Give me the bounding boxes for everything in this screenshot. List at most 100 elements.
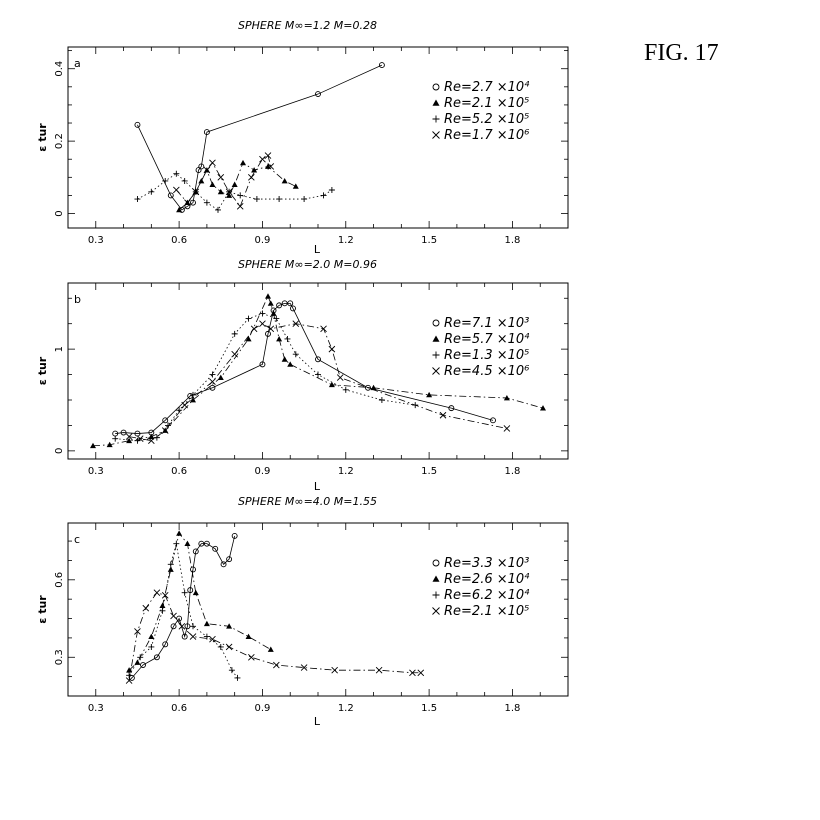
legend-entry: Re=2.1 ×10⁵ <box>444 96 529 111</box>
data-point <box>178 622 186 630</box>
data-point <box>342 386 349 393</box>
y-axis-label: ε tur <box>36 595 49 624</box>
legend-marker <box>432 591 440 599</box>
data-point <box>259 155 266 163</box>
data-point <box>281 177 288 184</box>
data-point <box>203 633 210 640</box>
series-line <box>115 313 416 442</box>
data-point <box>153 654 160 661</box>
legend-marker <box>432 335 440 342</box>
chart-title: SPHERE M∞=1.2 M=0.28 <box>238 19 377 32</box>
y-tick-label: 0.6 <box>54 572 65 588</box>
series-line <box>129 323 507 442</box>
chart-panel-b: SPHERE M∞=2.0 M=0.96 b 0.3 0.6 0.9 1.2 1.5 1.8 0… <box>36 258 569 493</box>
data-point <box>276 335 283 342</box>
data-point <box>231 330 238 337</box>
y-tick-label: 0 <box>54 448 65 454</box>
data-point <box>217 188 224 195</box>
data-point <box>170 623 177 630</box>
data-point <box>209 159 216 167</box>
data-point <box>167 566 174 572</box>
data-point <box>161 427 169 434</box>
x-tick-label: 0.9 <box>254 466 270 477</box>
panel-letter: a <box>74 57 81 70</box>
x-tick-label: 1.5 <box>421 466 437 477</box>
series-plus <box>112 310 419 444</box>
data-point <box>225 643 233 651</box>
data-point <box>190 566 196 573</box>
x-tick-label: 0.3 <box>88 466 104 477</box>
data-point <box>331 666 338 674</box>
data-point <box>267 325 275 333</box>
chart-panel-a: SPHERE M∞=1.2 M=0.28 a 0.3 0.6 0.9 1.2 1.5 1.8 0… <box>36 19 569 256</box>
data-point <box>187 587 194 594</box>
series-x <box>173 152 275 210</box>
data-point <box>231 350 238 358</box>
data-point <box>126 667 133 673</box>
data-point <box>251 167 258 173</box>
data-point <box>265 293 271 299</box>
legend-marker <box>432 367 440 375</box>
y-tick-label: 1 <box>54 346 65 352</box>
data-point <box>125 677 133 684</box>
data-point <box>173 186 180 194</box>
data-point <box>234 674 241 681</box>
data-point <box>126 672 133 679</box>
chart-panel-c: SPHERE M∞=4.0 M=1.55 c 0.3 0.6 0.9 1.2 1.5 1.8 0… <box>36 495 569 728</box>
x-tick-label: 1.2 <box>338 703 354 714</box>
legend-marker <box>432 131 440 139</box>
data-point <box>267 300 274 306</box>
x-axis-label: L <box>314 715 321 728</box>
x-tick-label: 0.3 <box>88 703 104 714</box>
data-point <box>161 591 169 599</box>
data-point <box>315 371 321 378</box>
legend-marker <box>432 319 440 327</box>
series-triangle <box>126 530 274 673</box>
data-point <box>153 589 161 597</box>
data-point <box>259 310 266 317</box>
data-point <box>245 315 252 322</box>
series-line <box>137 173 333 211</box>
x-tick-label: 0.9 <box>254 703 270 714</box>
data-point <box>250 325 258 333</box>
x-tick-label: 0.6 <box>171 466 187 477</box>
data-point <box>503 394 510 401</box>
data-point <box>439 411 447 419</box>
data-point <box>190 199 196 206</box>
data-point <box>209 384 216 391</box>
data-point <box>292 320 300 328</box>
data-point <box>148 633 155 640</box>
data-point <box>190 623 196 630</box>
x-tick-label: 1.2 <box>338 466 354 477</box>
data-point <box>503 425 511 432</box>
data-point <box>181 633 188 640</box>
data-point <box>125 433 133 440</box>
series-line <box>176 154 272 208</box>
data-point <box>240 159 246 166</box>
data-point <box>198 177 205 184</box>
data-point <box>378 62 385 69</box>
data-point <box>248 653 255 661</box>
data-point <box>203 166 211 174</box>
series-x <box>125 320 511 445</box>
chart-title: SPHERE M∞=2.0 M=0.96 <box>238 258 377 271</box>
x-tick-label: 1.8 <box>504 235 520 246</box>
data-point <box>209 371 216 378</box>
y-tick-label: 0.2 <box>54 133 65 149</box>
data-point <box>290 305 296 312</box>
legend-entry: Re=5.2 ×10⁵ <box>444 112 529 127</box>
data-point <box>287 300 294 307</box>
data-point <box>173 170 180 177</box>
y-tick-label: 0.4 <box>54 61 65 77</box>
data-point <box>426 391 433 398</box>
data-point <box>162 417 169 424</box>
x-tick-label: 0.6 <box>171 703 187 714</box>
data-point <box>236 202 244 210</box>
data-point <box>292 351 299 358</box>
data-point <box>267 646 274 652</box>
data-point <box>273 661 280 669</box>
data-point <box>170 612 177 620</box>
data-point <box>315 91 321 98</box>
